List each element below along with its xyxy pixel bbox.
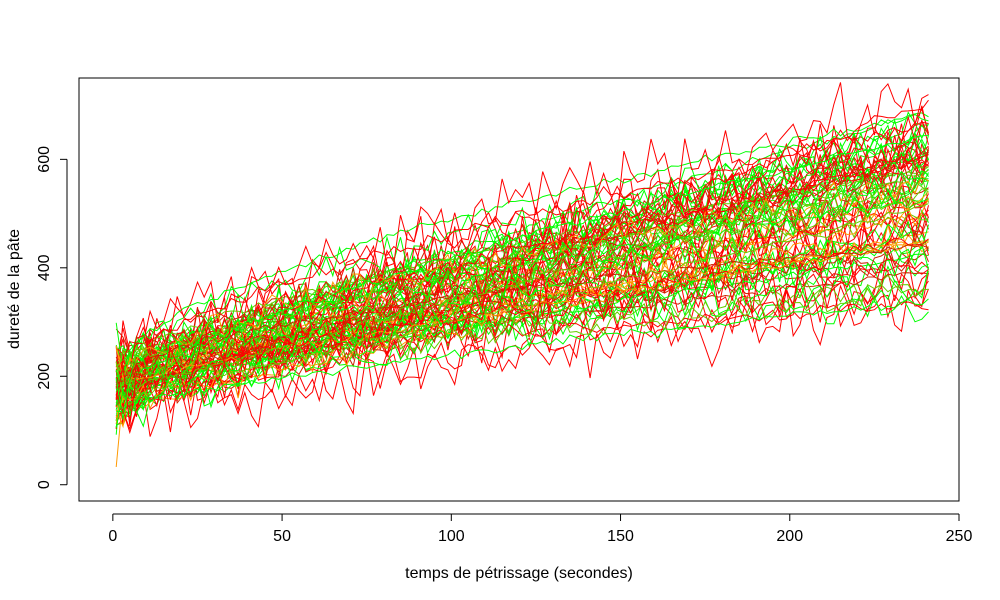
series-line-14 <box>115 272 929 433</box>
series-line-71 <box>115 198 929 418</box>
series-line-88 <box>115 258 929 427</box>
series-line-55 <box>115 301 929 379</box>
series-line-86 <box>115 169 929 399</box>
x-tick-label: 50 <box>273 528 291 545</box>
series-line-34 <box>115 169 929 389</box>
x-tick-label: 250 <box>946 528 973 545</box>
series-line-84 <box>115 134 929 397</box>
series-line-64 <box>115 158 929 435</box>
plot-lines <box>115 82 929 468</box>
x-tick-label: 150 <box>607 528 634 545</box>
series-line-79 <box>116 298 929 413</box>
series-line-68 <box>116 155 929 414</box>
series-line-87 <box>115 170 929 428</box>
y-axis-title: dureté de la pâte <box>6 229 23 349</box>
y-tick-label: 400 <box>36 254 53 281</box>
series-line-82 <box>115 244 929 397</box>
series-line-74 <box>116 107 929 383</box>
x-tick-label: 200 <box>776 528 803 545</box>
x-tick-label: 100 <box>438 528 465 545</box>
series-line-81 <box>115 181 929 375</box>
series-line-80 <box>115 174 929 381</box>
y-tick-label: 0 <box>36 480 53 489</box>
series-line-78 <box>115 82 929 376</box>
y-tick-label: 200 <box>36 363 53 390</box>
series-line-83 <box>115 115 929 431</box>
series-line-4 <box>115 199 929 388</box>
x-axis: 0 50 100 150 200 250 <box>108 513 973 545</box>
x-axis-title: temps de pétrissage (secondes) <box>405 565 633 582</box>
y-tick-label: 600 <box>36 146 53 173</box>
series-line-70 <box>115 140 929 401</box>
series-line-57 <box>115 121 929 383</box>
series-line-44 <box>115 253 929 406</box>
series-line-6 <box>115 284 929 437</box>
series-line-59 <box>115 166 929 367</box>
x-tick-label: 0 <box>108 528 117 545</box>
series-line-35 <box>115 137 929 399</box>
series-line-72 <box>115 185 929 385</box>
series-line-75 <box>116 114 929 377</box>
series-line-89 <box>115 170 929 420</box>
series-line-85 <box>115 203 929 406</box>
plot-frame <box>78 77 960 502</box>
y-axis: 0 200 400 600 <box>36 146 68 489</box>
series-line-53 <box>115 242 929 428</box>
series-line-73 <box>115 135 929 371</box>
series-line-61 <box>115 237 929 409</box>
series-line-38 <box>115 270 929 393</box>
series-line-66 <box>115 99 929 393</box>
